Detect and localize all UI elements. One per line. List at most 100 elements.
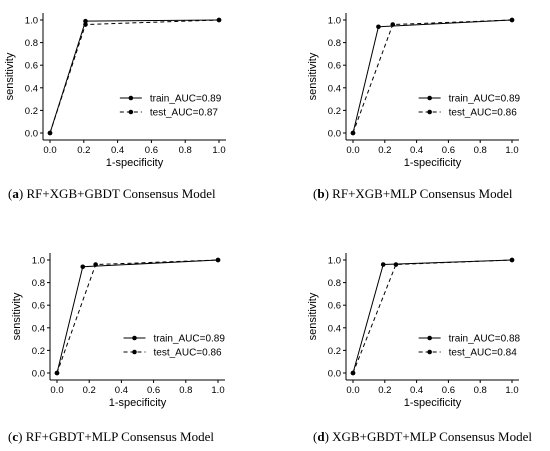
data-point (47, 130, 53, 136)
x-tick-label: 1.0 (505, 145, 518, 156)
legend-label: train_AUC=0.89 (150, 94, 222, 105)
data-point (393, 262, 399, 267)
x-tick-label: 0.2 (378, 145, 391, 156)
legend-marker (427, 349, 432, 355)
data-point (350, 130, 356, 136)
caption-letter-close: ) (18, 186, 24, 201)
caption-d: (d) XGB+GBDT+MLP Consensus Model (313, 429, 532, 445)
y-tick-label: 0.2 (328, 346, 341, 357)
data-point (215, 257, 221, 263)
legend-marker (427, 109, 432, 115)
caption-letter: c (12, 429, 19, 444)
y-tick-label: 0.8 (328, 278, 341, 289)
x-axis-label: 1-specificity (106, 157, 164, 169)
x-tick-label: 0.0 (346, 385, 359, 396)
chart-panel-b: 0.0 0.2 0.4 0.6 0.8 1.0 0.0 0.2 0.4 0.6 0.8 1.0 1-sp… (290, 0, 550, 200)
y-tick-label: 0.6 (328, 301, 341, 312)
chart-panel-c: 0.0 0.2 0.4 0.6 0.8 1.0 0.0 0.2 0.4 0.6 0.8 1.0 1-sp… (0, 238, 275, 438)
x-tick-label: 1.0 (211, 385, 224, 396)
x-tick-label: 0.2 (378, 385, 391, 396)
y-axis-label: sensitivity (4, 52, 16, 100)
legend-label: test_AUC=0.86 (154, 348, 223, 359)
data-point (93, 262, 98, 267)
caption-letter: a (12, 186, 19, 201)
chart-panel-d: 0.0 0.2 0.4 0.6 0.8 1.0 0.0 0.2 0.4 0.6 0.8 1.0 1-sp… (290, 238, 550, 438)
y-tick-label: 1.0 (328, 16, 341, 27)
y-tick-label: 0.4 (328, 83, 341, 94)
legend-label: train_AUC=0.89 (154, 334, 226, 345)
x-tick-label: 0.6 (442, 145, 455, 156)
y-axis-label: sensitivity (11, 292, 23, 340)
x-tick-label: 0.4 (115, 385, 128, 396)
y-tick-label: 0.6 (328, 61, 341, 72)
y-tick-label: 0.0 (25, 129, 38, 140)
y-tick-label: 0.8 (25, 38, 38, 49)
data-point (376, 24, 381, 30)
data-point (216, 17, 222, 23)
legend-marker (128, 109, 134, 115)
x-tick-label: 0.8 (179, 385, 192, 396)
y-tick-label: 0.4 (25, 83, 38, 94)
y-tick-label: 0.2 (32, 346, 45, 357)
y-tick-label: 0.4 (328, 323, 341, 334)
y-tick-label: 0.8 (328, 38, 341, 49)
data-point (83, 22, 88, 27)
data-point (80, 264, 86, 270)
x-tick-label: 0.8 (474, 385, 487, 396)
roc-chart-a: 0.0 0.2 0.4 0.6 0.8 1.0 0.0 0.2 0.4 0.6 0.8 1.0 1-sp… (4, 13, 226, 169)
legend-marker (427, 95, 432, 101)
caption-letter-close: ) (324, 186, 329, 201)
x-tick-label: 0.2 (83, 385, 96, 396)
y-axis-label: sensitivity (307, 52, 319, 100)
y-tick-label: 0.0 (328, 129, 341, 140)
y-tick-label: 0.2 (25, 106, 38, 117)
caption-text: RF+GBDT+MLP Consensus Model (25, 429, 214, 444)
x-tick-label: 0.8 (179, 145, 192, 156)
x-tick-label: 0.6 (145, 145, 158, 156)
x-tick-label: 0.0 (346, 145, 359, 156)
x-axis-label: 1-specificity (109, 397, 167, 409)
chart-panel-a: 0.0 0.2 0.4 0.6 0.8 1.0 0.0 0.2 0.4 0.6 0.8 1.0 1-sp… (0, 0, 275, 200)
y-tick-label: 0.4 (32, 323, 45, 334)
caption-letter: d (317, 429, 325, 444)
data-point (54, 370, 60, 376)
caption-b: (b) RF+XGB+MLP Consensus Model (313, 186, 513, 202)
legend-label: train_AUC=0.89 (449, 94, 521, 105)
data-point (350, 370, 356, 376)
caption-letter-open: ( (313, 186, 318, 201)
caption-letter-close: ) (324, 429, 329, 444)
y-tick-label: 0.6 (32, 301, 45, 312)
legend-label: test_AUC=0.86 (449, 108, 518, 119)
roc-chart-b: 0.0 0.2 0.4 0.6 0.8 1.0 0.0 0.2 0.4 0.6 0.8 1.0 1-sp… (307, 13, 521, 169)
caption-a: (a) RF+XGB+GBDT Consensus Model (8, 186, 216, 202)
caption-letter-open: ( (313, 429, 318, 444)
x-tick-label: 0.6 (442, 385, 455, 396)
legend-label: train_AUC=0.88 (449, 334, 521, 345)
y-tick-label: 1.0 (328, 256, 341, 267)
caption-text: RF+XGB+GBDT Consensus Model (26, 186, 216, 201)
x-tick-label: 0.8 (474, 145, 487, 156)
roc-chart-c: 0.0 0.2 0.4 0.6 0.8 1.0 0.0 0.2 0.4 0.6 0.8 1.0 1-sp… (11, 253, 226, 409)
legend-label: test_AUC=0.84 (449, 348, 518, 359)
data-point (390, 22, 396, 27)
x-tick-label: 0.0 (50, 385, 63, 396)
x-tick-label: 0.4 (111, 145, 124, 156)
y-tick-label: 0.0 (32, 369, 45, 380)
caption-text: XGB+GBDT+MLP Consensus Model (332, 429, 532, 444)
y-tick-label: 0.0 (328, 369, 341, 380)
data-point (509, 17, 515, 23)
caption-letter-open: ( (8, 429, 13, 444)
data-point (380, 262, 386, 267)
legend-marker (132, 349, 137, 355)
caption-text: RF+XGB+MLP Consensus Model (332, 186, 513, 201)
data-point (83, 18, 88, 24)
caption-letter: b (317, 186, 325, 201)
x-tick-label: 1.0 (212, 145, 225, 156)
x-axis-label: 1-specificity (404, 157, 462, 169)
y-tick-label: 0.6 (25, 61, 38, 72)
caption-c: (c) RF+GBDT+MLP Consensus Model (8, 429, 214, 445)
x-tick-label: 0.4 (410, 145, 423, 156)
legend-marker (427, 335, 432, 341)
caption-letter-close: ) (18, 429, 23, 444)
series-line-test (352, 259, 513, 374)
